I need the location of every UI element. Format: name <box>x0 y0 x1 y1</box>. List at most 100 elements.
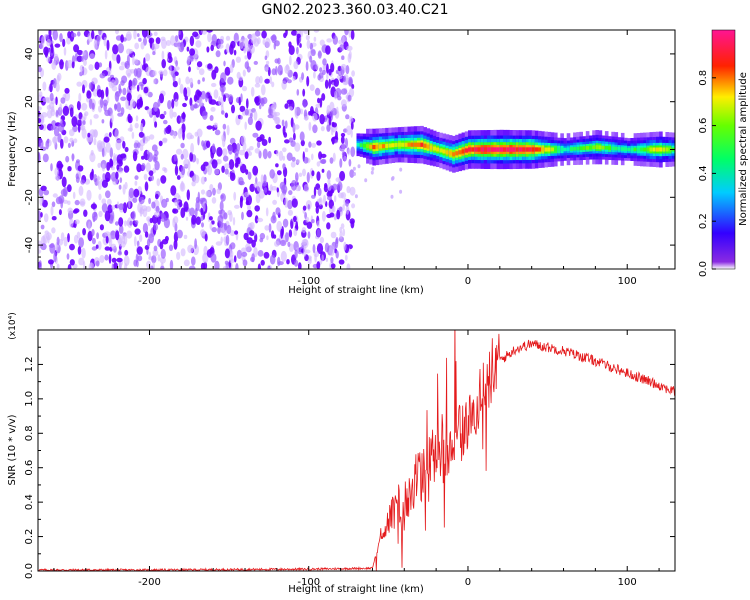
noise-speckle <box>257 250 264 257</box>
noise-speckle <box>264 78 271 84</box>
noise-speckle <box>189 48 196 56</box>
noise-speckle <box>370 170 374 175</box>
ridge-cell <box>429 145 434 150</box>
noise-speckle <box>51 201 56 208</box>
noise-speckle <box>167 52 172 60</box>
noise-speckle <box>318 204 323 210</box>
noise-speckle <box>267 190 272 196</box>
noise-speckle <box>139 96 143 107</box>
noise-speckle <box>316 161 321 167</box>
noise-speckle <box>239 197 243 209</box>
ridge-cell <box>604 145 609 150</box>
noise-speckle <box>169 259 174 269</box>
noise-speckle <box>74 219 80 225</box>
noise-speckle <box>63 236 68 247</box>
noise-speckle <box>118 184 122 190</box>
spectrogram-ytick-label: -40 <box>24 237 35 253</box>
noise-speckle <box>335 177 341 183</box>
noise-speckle <box>346 125 352 136</box>
ridge-cell <box>477 147 482 152</box>
noise-speckle <box>66 59 73 69</box>
noise-speckle <box>169 108 174 119</box>
noise-speckle <box>350 30 355 40</box>
noise-speckle <box>177 128 183 139</box>
noise-speckle <box>72 263 78 269</box>
noise-speckle <box>118 203 124 210</box>
ridge-cell <box>480 147 485 152</box>
noise-speckle <box>273 42 276 50</box>
noise-speckle <box>72 191 76 199</box>
noise-speckle <box>155 37 161 45</box>
noise-speckle <box>337 95 342 101</box>
noise-speckle <box>211 34 217 45</box>
noise-speckle <box>145 53 151 62</box>
noise-speckle <box>60 138 64 149</box>
noise-speckle <box>345 200 349 207</box>
noise-speckle <box>266 235 269 241</box>
ridge-cell <box>413 142 418 147</box>
noise-speckle <box>54 43 61 48</box>
noise-speckle <box>281 80 287 90</box>
noise-speckle <box>71 116 78 127</box>
noise-speckle <box>174 71 179 76</box>
noise-speckle <box>346 263 351 269</box>
noise-speckle <box>77 165 84 172</box>
spectrogram-ytick-label: 40 <box>24 48 35 61</box>
noise-speckle <box>52 60 57 66</box>
noise-speckle <box>63 47 67 56</box>
noise-speckle <box>76 55 83 63</box>
ridge-cell <box>640 147 644 152</box>
noise-speckle <box>344 254 348 261</box>
noise-speckle <box>182 102 187 108</box>
noise-speckle <box>104 246 111 251</box>
noise-speckle <box>311 142 317 148</box>
noise-speckle <box>227 210 232 216</box>
noise-speckle <box>69 218 74 228</box>
noise-speckle <box>152 70 157 77</box>
noise-speckle <box>103 36 107 47</box>
noise-speckle <box>211 82 217 88</box>
noise-speckle <box>110 79 116 88</box>
noise-speckle <box>45 34 50 40</box>
noise-speckle <box>172 111 177 118</box>
noise-speckle <box>97 175 100 187</box>
noise-speckle <box>138 196 145 205</box>
noise-speckle <box>149 38 153 49</box>
ridge-cell <box>541 147 545 152</box>
noise-speckle <box>54 167 59 177</box>
noise-speckle <box>42 153 49 163</box>
noise-speckle <box>260 259 265 266</box>
noise-speckle <box>253 110 258 121</box>
noise-speckle <box>95 260 100 267</box>
noise-speckle <box>192 244 199 256</box>
noise-speckle <box>139 234 143 242</box>
noise-speckle <box>158 70 164 75</box>
noise-speckle <box>216 147 223 157</box>
noise-speckle <box>294 142 301 152</box>
noise-speckle <box>210 253 217 263</box>
noise-speckle <box>163 69 168 77</box>
noise-speckle <box>149 134 155 140</box>
noise-speckle <box>247 171 252 180</box>
noise-speckle <box>225 234 230 246</box>
noise-speckle <box>275 207 281 216</box>
noise-speckle <box>91 246 98 251</box>
spectrogram-ytick-label: -20 <box>24 189 35 205</box>
noise-speckle <box>245 169 249 175</box>
noise-speckle <box>190 142 195 154</box>
noise-speckle <box>161 59 166 69</box>
noise-speckle <box>222 148 228 157</box>
noise-speckle <box>81 102 88 111</box>
noise-speckle <box>61 176 67 188</box>
noise-speckle <box>143 57 146 67</box>
spectrogram-ylabel: Frequency (Hz) <box>7 111 18 187</box>
noise-speckle <box>108 132 112 138</box>
noise-speckle <box>334 195 337 203</box>
noise-speckle <box>321 254 324 262</box>
noise-speckle <box>169 64 172 75</box>
noise-speckle <box>303 30 310 35</box>
noise-speckle <box>333 78 339 87</box>
noise-speckle <box>217 226 221 234</box>
noise-speckle <box>306 172 310 183</box>
ridge-cell <box>388 143 392 148</box>
